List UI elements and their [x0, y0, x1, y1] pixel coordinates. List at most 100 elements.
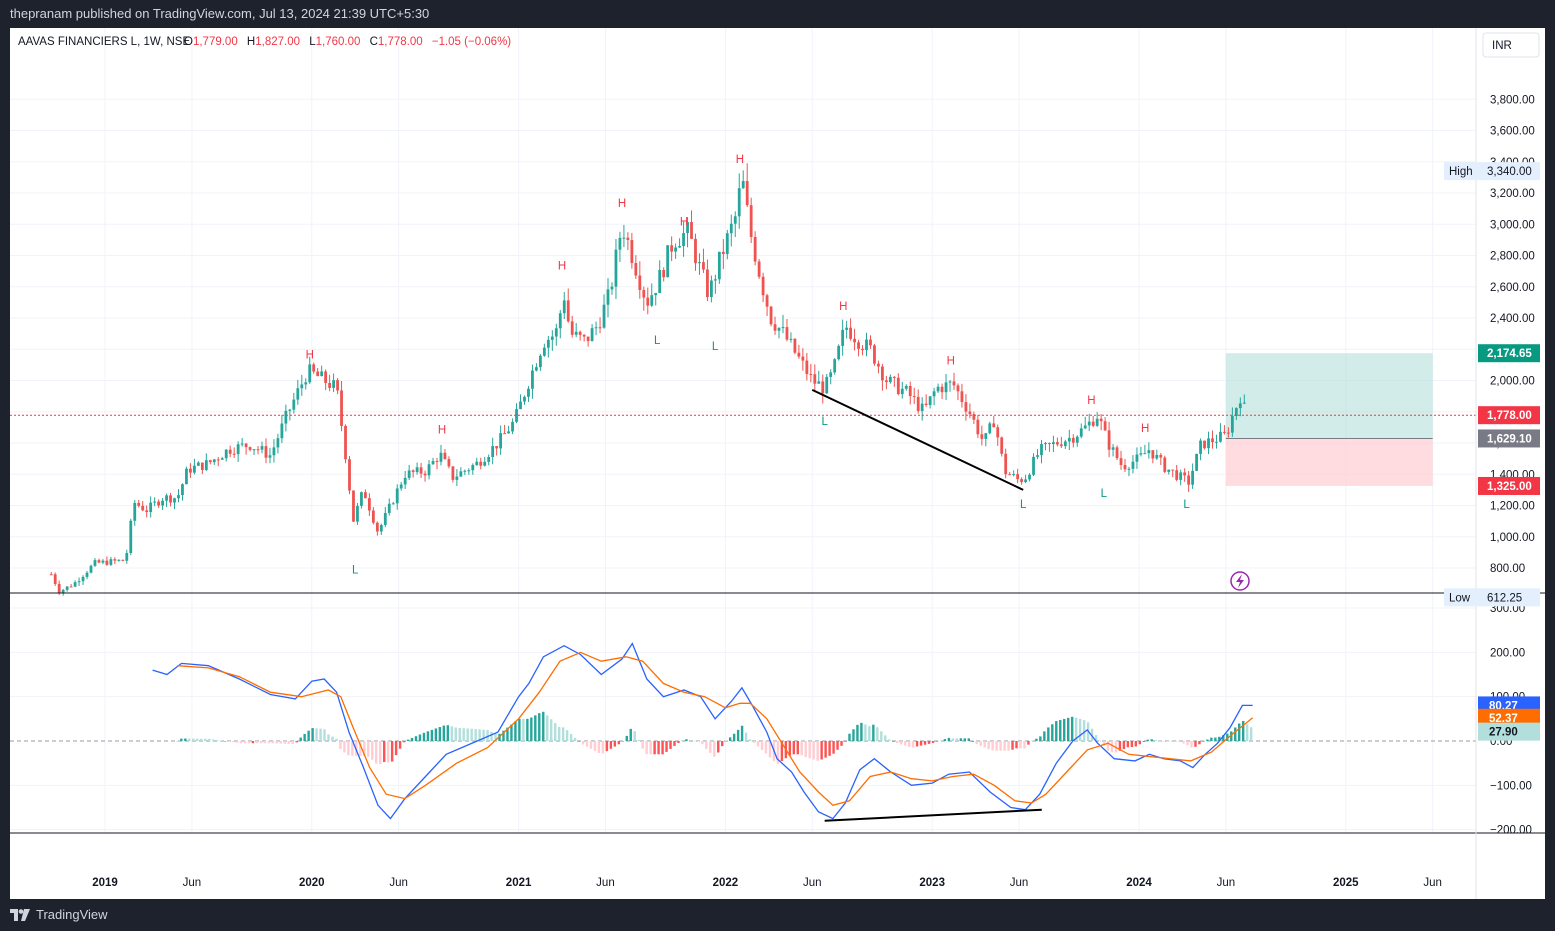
price-tick-label: 2,000.00 — [1490, 376, 1535, 388]
currency-box[interactable]: INR — [1482, 32, 1540, 58]
pivot-low-label: L — [1183, 499, 1190, 511]
histogram-bar — [629, 728, 632, 741]
l-value: 1,760.00 — [316, 36, 361, 48]
candle-body — [487, 457, 491, 462]
histogram-bar — [1138, 741, 1141, 745]
candle-body — [1143, 453, 1147, 455]
candle-body — [73, 582, 77, 587]
histogram-bar — [386, 741, 390, 763]
histogram-bar — [1245, 724, 1249, 741]
histogram-bar — [645, 741, 648, 755]
candle-body — [1115, 447, 1119, 459]
pivot-high-label: H — [1087, 395, 1095, 407]
candle-body — [292, 399, 296, 410]
candle-body — [948, 381, 952, 383]
histogram-bar — [1110, 741, 1114, 753]
candle-body — [121, 559, 125, 561]
candle-body — [789, 338, 793, 340]
histogram-bar — [907, 741, 911, 747]
h-value: 1,827.00 — [255, 36, 300, 48]
histogram-bar — [856, 724, 859, 741]
histogram-bar — [458, 727, 461, 741]
candle-body — [1119, 458, 1123, 465]
histogram-bar — [263, 741, 267, 744]
axes: 3,800.003,600.003,400.003,200.003,000.00… — [10, 28, 1545, 899]
histogram-bar — [327, 734, 330, 741]
histogram-bar — [1031, 740, 1034, 742]
histogram-bar — [390, 741, 394, 762]
histogram-bar — [235, 741, 239, 743]
tradingview-logo[interactable]: TradingView — [10, 907, 108, 922]
candle-body — [737, 188, 741, 217]
candle-body — [733, 216, 737, 224]
histogram-bar — [219, 740, 223, 742]
histogram-bar — [323, 729, 326, 741]
candle-body — [427, 464, 431, 476]
candle-body — [105, 560, 109, 565]
histogram-bar — [999, 741, 1002, 751]
candle-body — [873, 345, 876, 364]
position-zones[interactable] — [1225, 353, 1433, 486]
candle-body — [797, 352, 801, 357]
candle-body — [507, 431, 510, 434]
candle-body — [690, 222, 693, 239]
candle-body — [475, 461, 479, 466]
candle-body — [1199, 440, 1202, 454]
histogram-bar — [641, 741, 644, 749]
price-tick-label: 3,600.00 — [1490, 126, 1535, 138]
pivot-low-label: L — [1020, 499, 1027, 511]
price-label-bg — [1478, 344, 1540, 363]
candle-body — [137, 502, 141, 506]
candle-body — [403, 477, 407, 485]
candle-body — [928, 396, 932, 406]
publish-header: thepranam published on TradingView.com, … — [0, 0, 1555, 28]
histogram-bar — [1118, 741, 1122, 751]
histogram-bar — [804, 741, 807, 758]
candle-body — [757, 261, 761, 277]
candle-body — [81, 576, 85, 582]
histogram-bar — [247, 741, 251, 744]
histogram-bar — [522, 718, 525, 741]
candle-body — [1127, 468, 1131, 470]
candle-body — [562, 300, 566, 314]
candle-body — [204, 460, 208, 470]
candle-body — [399, 484, 403, 489]
histogram-bar — [709, 741, 712, 753]
candle-body — [1195, 453, 1198, 471]
histogram-bar — [371, 741, 374, 760]
histogram-bar — [1182, 741, 1185, 744]
histogram-bar — [991, 741, 994, 751]
candle-body — [825, 376, 829, 394]
candle-body — [471, 465, 475, 471]
candle-body — [853, 338, 856, 343]
candle-body — [527, 388, 530, 397]
histogram-bar — [382, 741, 386, 763]
histogram-bar — [812, 741, 815, 760]
lightning-icon[interactable] — [1230, 571, 1250, 591]
candle-body — [841, 329, 845, 346]
currency-label[interactable]: INR — [1492, 40, 1512, 52]
annotations[interactable]: H H H H H H H H H H L L L L L L L — [10, 154, 1476, 577]
candle-body — [531, 370, 534, 389]
candle-body — [881, 366, 884, 381]
candle-body — [678, 245, 681, 248]
histogram-bar — [1158, 740, 1161, 742]
candle-body — [280, 423, 284, 439]
candle-body — [240, 443, 244, 445]
histogram-bar — [394, 741, 398, 756]
candle-body — [940, 386, 944, 393]
candle-body — [538, 355, 542, 368]
histogram-bar — [915, 741, 919, 747]
histogram-bar — [1230, 731, 1233, 741]
pivot-low-label: L — [1101, 488, 1108, 500]
histogram-bar — [243, 741, 247, 744]
candle-body — [769, 306, 773, 325]
candle-body — [745, 181, 749, 206]
time-tick-label: 2020 — [299, 877, 325, 889]
histogram-bar — [1178, 741, 1181, 743]
candle-body — [93, 560, 97, 566]
candle-body — [984, 433, 988, 439]
l-label: L — [309, 36, 316, 48]
